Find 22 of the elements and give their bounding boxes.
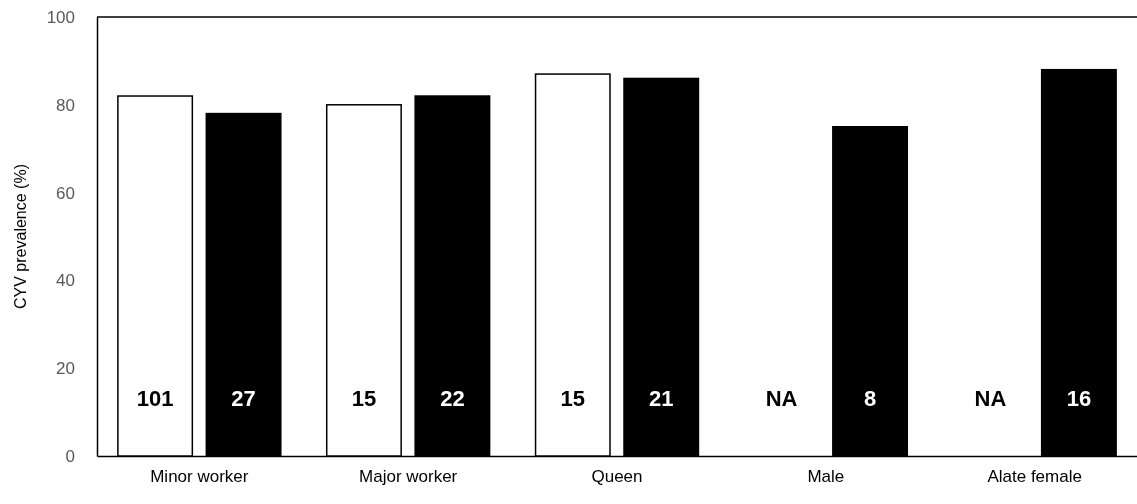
y-tick-label: 40 [56, 271, 75, 291]
y-tick-label: 0 [65, 446, 75, 466]
x-tick-label: Alate female [987, 467, 1082, 487]
annotation: 21 [648, 386, 674, 411]
y-tick-label: 20 [56, 359, 75, 379]
annotation: 101 [136, 386, 174, 411]
x-tick-label: Minor worker [150, 467, 249, 487]
annotation: NA [765, 386, 798, 411]
x-tick-label: Major worker [359, 467, 458, 487]
x-tick-label: Male [807, 467, 845, 487]
annotation: 15 [351, 386, 377, 411]
y-axis-title: CYV prevalence (%) [12, 164, 29, 309]
y-tick-label: 60 [56, 183, 75, 203]
y-tick-label: 80 [56, 95, 75, 115]
annotation: NA [974, 386, 1007, 411]
annotation: 22 [440, 386, 465, 411]
annotation: 8 [863, 386, 877, 411]
y-tick-label: 100 [46, 7, 75, 27]
annotation: 27 [231, 386, 256, 411]
annotation: 15 [560, 386, 586, 411]
x-tick-label: Queen [591, 467, 643, 487]
annotation: 16 [1066, 386, 1092, 411]
